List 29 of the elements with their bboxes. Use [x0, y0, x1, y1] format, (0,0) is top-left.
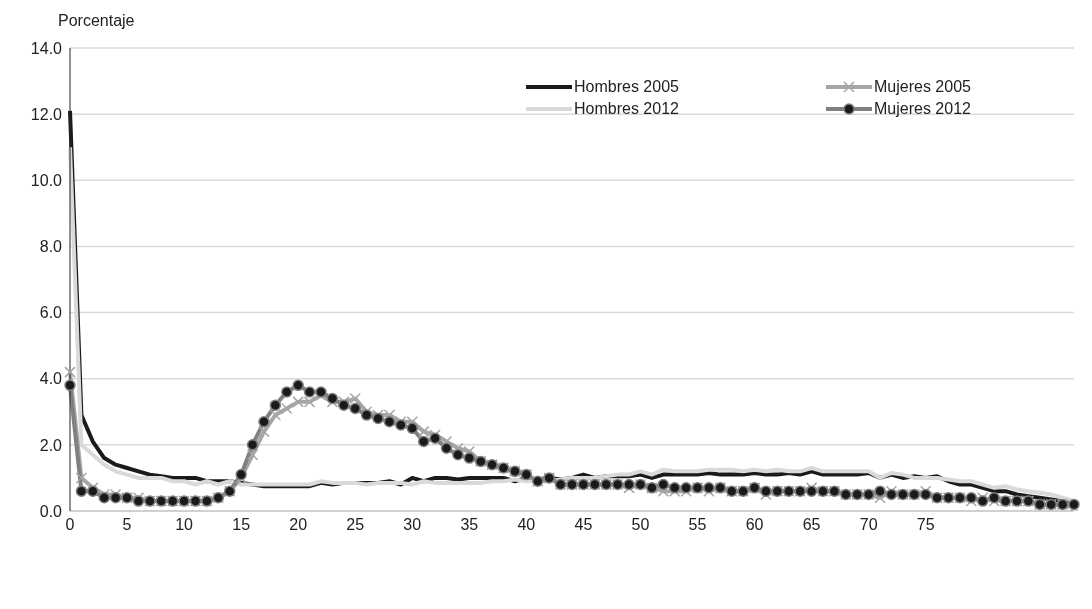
y-tick-label: 8.0 — [39, 238, 63, 256]
legend-label: Mujeres 2005 — [874, 78, 971, 96]
legend-label: Hombres 2012 — [574, 100, 679, 118]
x-tick-label: 20 — [289, 516, 308, 534]
x-tick-label: 60 — [745, 516, 764, 534]
x-tick-label: 0 — [65, 516, 75, 534]
y-tick-label: 4.0 — [39, 370, 63, 388]
x-tick-label: 55 — [688, 516, 707, 534]
x-tick-label: 10 — [175, 516, 194, 534]
y-tick-label: 12.0 — [30, 105, 63, 123]
y-tick-label: 6.0 — [39, 304, 63, 322]
legend-label: Hombres 2005 — [574, 78, 679, 96]
x-tick-label: 70 — [859, 516, 878, 534]
x-tick-label: 5 — [122, 516, 132, 534]
x-tick-label: 65 — [802, 516, 821, 534]
y-tick-label: 14.0 — [30, 39, 63, 57]
x-tick-label: 15 — [232, 516, 251, 534]
x-tick-label: 40 — [517, 516, 536, 534]
x-tick-label: 50 — [631, 516, 650, 534]
x-tick-label: 30 — [403, 516, 422, 534]
y-tick-label: 10.0 — [30, 171, 63, 189]
legend-label: Mujeres 2012 — [874, 100, 971, 118]
y-tick-label: 2.0 — [39, 436, 63, 454]
x-tick-label: 25 — [346, 516, 365, 534]
y-axis-title: Porcentaje — [58, 12, 135, 30]
x-tick-label: 45 — [574, 516, 593, 534]
y-tick-label: 0.0 — [39, 502, 63, 520]
x-tick-label: 35 — [460, 516, 479, 534]
x-tick-label: 75 — [916, 516, 935, 534]
